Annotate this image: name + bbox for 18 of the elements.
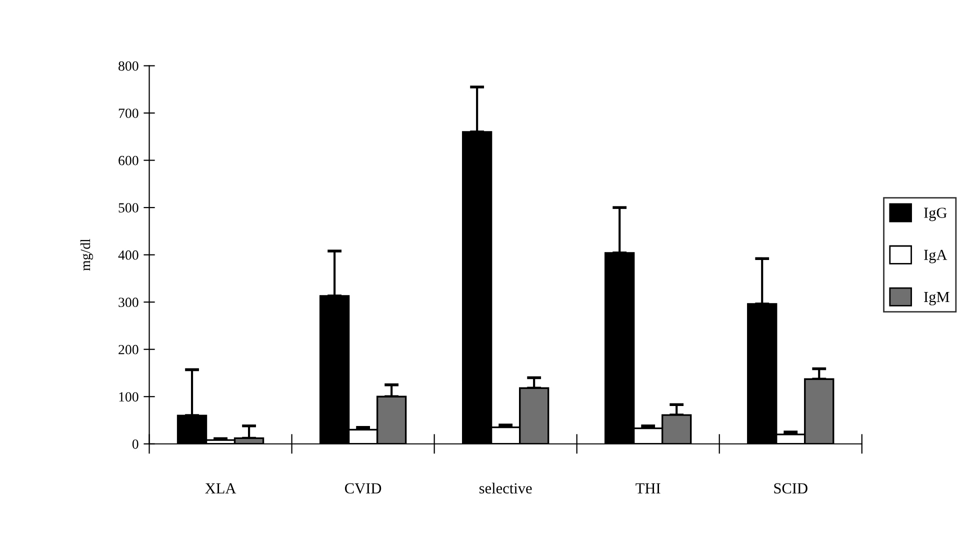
- y-tick-label: 0: [132, 439, 138, 449]
- y-tick-label: 700: [118, 108, 138, 118]
- legend-label: IgA: [924, 250, 948, 264]
- x-tick-label: XLA: [205, 483, 236, 494]
- y-tick-label: 500: [118, 203, 138, 213]
- x-tick-label: CVID: [345, 483, 382, 494]
- y-tick-label: 300: [118, 298, 138, 308]
- legend-label: IgG: [924, 208, 947, 222]
- x-tick-label: THI: [636, 483, 660, 494]
- y-tick-label: 200: [118, 344, 138, 354]
- y-tick-label: 400: [118, 250, 138, 260]
- x-tick-label: SCID: [774, 483, 808, 494]
- legend-label: IgM: [924, 292, 950, 306]
- y-tick-label: 600: [118, 156, 138, 166]
- x-tick-label: selective: [479, 482, 532, 494]
- y-axis-title: mg/dl: [80, 238, 94, 271]
- y-tick-label: 800: [118, 61, 138, 71]
- y-tick-label: 100: [119, 392, 138, 402]
